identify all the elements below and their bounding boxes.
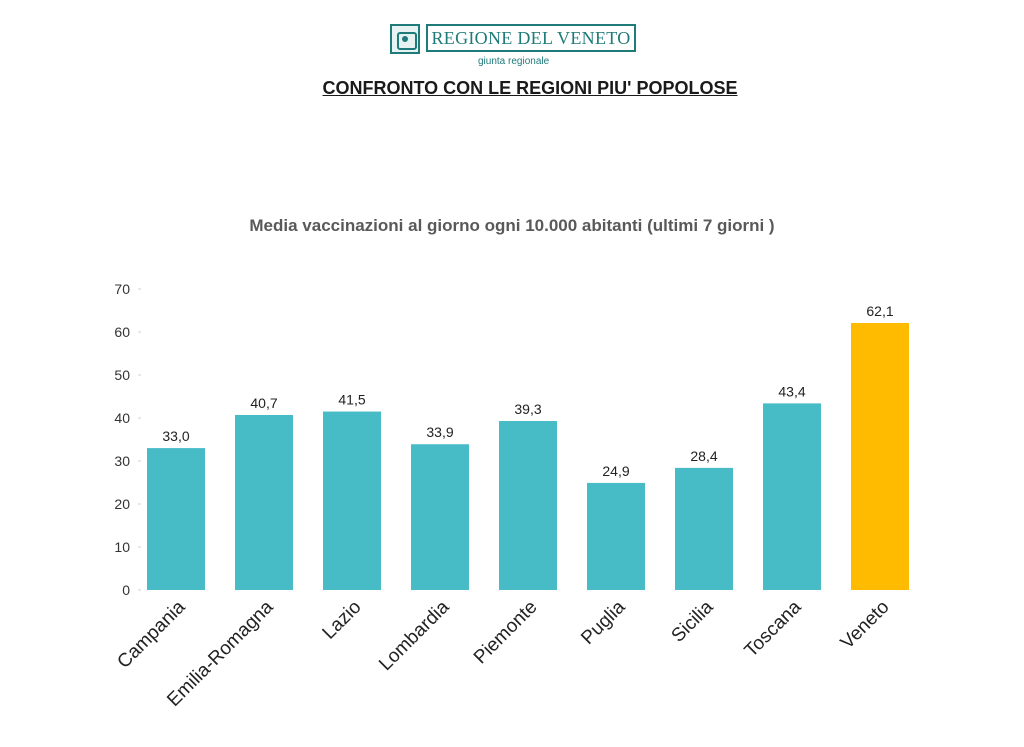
logo-wordmark: REGIONE DEL VENETO [426,24,636,52]
y-tick-label: 70 [114,281,130,297]
category-label: Campania [113,596,189,672]
y-axis: 0 10 20 30 40 50 60 70 [114,281,141,598]
data-label: 39,3 [514,401,541,417]
bar-lazio [323,411,381,590]
y-tick-label: 40 [114,410,130,426]
chart-title: Media vaccinazioni al giorno ogni 10.000… [249,216,774,235]
bar-puglia [587,482,645,590]
data-label: 28,4 [690,448,717,464]
bar-emilia-romagna [235,414,293,590]
category-label: Piemonte [470,597,542,669]
data-label: 41,5 [338,392,365,408]
y-tick-label: 30 [114,453,130,469]
bar-sicilia [675,467,733,590]
data-label: 33,9 [426,424,453,440]
bar-lombardia [411,444,469,590]
y-tick-label: 0 [122,582,130,598]
category-label: Veneto [837,597,894,654]
category-label: Sicilia [668,596,718,646]
logo-text: REGIONE DEL VENETO [431,27,631,48]
category-label: Lombardia [375,596,454,675]
bar-campania [147,448,205,590]
region-logo: REGIONE DEL VENETO giunta regionale [390,22,640,68]
data-label: 43,4 [778,383,805,399]
y-tick-label: 10 [114,539,130,555]
category-label: Puglia [577,596,630,649]
y-tick-label: 60 [114,324,130,340]
category-label: Lazio [319,597,366,644]
bar-piemonte [499,421,557,590]
data-label: 40,7 [250,395,277,411]
page-title: CONFRONTO CON LE REGIONI PIU' POPOLOSE [322,78,738,98]
y-tick-label: 20 [114,496,130,512]
category-label: Toscana [741,596,806,661]
y-tick-label: 50 [114,367,130,383]
bars [147,322,909,590]
data-label: 62,1 [866,303,893,319]
data-label: 33,0 [162,428,189,444]
logo-subtitle: giunta regionale [478,56,550,67]
data-labels: 33,0 40,7 41,5 33,9 39,3 24,9 28,4 43,4 62,1 [162,303,893,479]
data-label: 24,9 [602,463,629,479]
lion-emblem-icon [390,24,420,54]
bar-toscana [763,403,821,590]
bar-veneto [851,322,909,590]
